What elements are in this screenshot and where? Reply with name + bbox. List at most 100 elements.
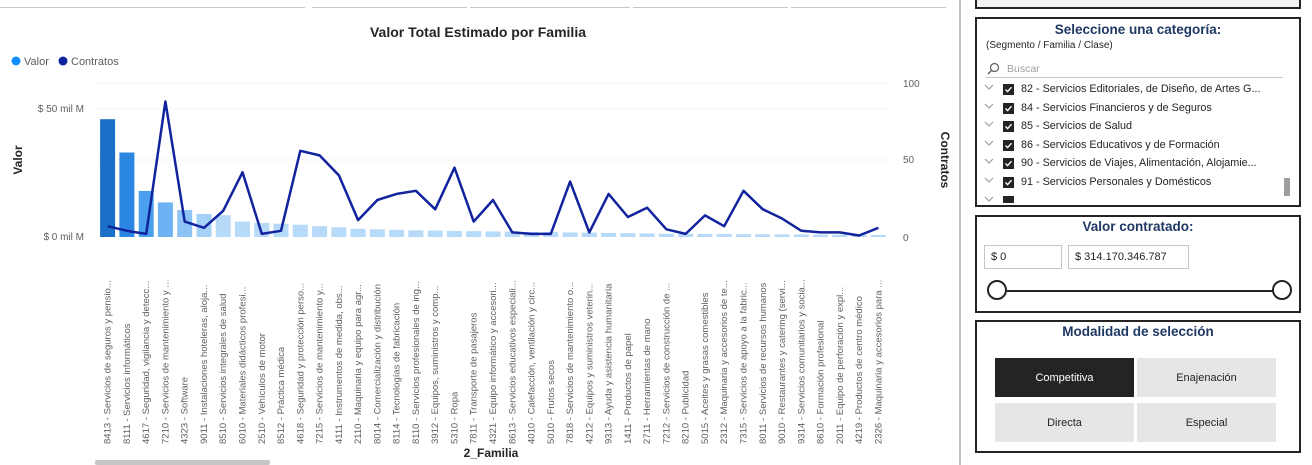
bar-valor[interactable] — [100, 119, 116, 237]
max-value-input[interactable]: $ 314.170.346.787 — [1068, 245, 1189, 269]
x-tick-label: 4617 - Seguridad, vigilancia y detecc... — [141, 281, 152, 444]
bar-valor[interactable] — [350, 228, 366, 237]
category-slicer: Seleccione una categoría: (Segmento / Fa… — [975, 17, 1301, 207]
bar-valor[interactable] — [562, 232, 578, 237]
bar-valor[interactable] — [716, 233, 732, 237]
legend-label-valor[interactable]: Valor — [24, 56, 49, 68]
bar-valor[interactable] — [427, 230, 443, 237]
x-tick-label: 8510 - Servicios integrales de salud — [218, 293, 229, 444]
bar-valor[interactable] — [446, 230, 462, 237]
bar-valor[interactable] — [235, 221, 250, 237]
bar-valor[interactable] — [369, 229, 385, 237]
chevron-down-icon[interactable] — [984, 119, 994, 129]
category-list-item[interactable]: 84 - Servicios Financieros y de Seguros — [983, 100, 1281, 118]
category-slicer-title: Seleccione una categoría: — [1054, 22, 1222, 37]
legend-label-contratos[interactable]: Contratos — [71, 56, 119, 68]
range-slider-track[interactable] — [997, 290, 1283, 292]
search-icon — [987, 62, 1000, 75]
y-tick-0: $ 0 mil M — [43, 232, 84, 243]
range-handle-min[interactable] — [987, 280, 1007, 300]
checkbox[interactable] — [1003, 139, 1014, 151]
category-list-item-cut — [983, 193, 1281, 203]
y2-tick-0: 0 — [903, 233, 909, 244]
x-tick-label: 7811 - Transporte de pasajeros — [469, 312, 480, 444]
chevron-down-icon[interactable] — [984, 101, 994, 111]
category-slicer-subtitle: (Segmento / Familia / Clase) — [986, 40, 1113, 51]
min-value-input[interactable]: $ 0 — [984, 245, 1062, 269]
x-tick-label: 9313 - Ayuda y asistencia humanitaria — [604, 283, 615, 444]
bar-valor[interactable] — [485, 231, 501, 237]
category-list-item[interactable]: 90 - Servicios de Viajes, Alimentación, … — [983, 155, 1281, 173]
bar-valor[interactable] — [697, 233, 713, 237]
bar-valor[interactable] — [215, 215, 231, 237]
bar-valor[interactable] — [639, 233, 655, 237]
bar-valor[interactable] — [813, 234, 828, 237]
x-tick-label: 4212 - Equipos y suministros veterin... — [584, 283, 595, 444]
mode-button-especial[interactable]: Especial — [1137, 403, 1276, 442]
x-tick-label: 4618 - Seguridad y protección perso... — [295, 283, 306, 444]
x-tick-label: 9011 - Instalaciones hoteleras, aloja... — [199, 285, 210, 444]
chevron-down-icon[interactable] — [984, 138, 994, 148]
bar-valor[interactable] — [408, 230, 424, 237]
bar-valor[interactable] — [292, 224, 308, 237]
x-tick-label: 7215 - Servicios de mantenimiento y... — [315, 283, 326, 444]
chevron-down-icon[interactable] — [984, 82, 994, 92]
category-item-label: 90 - Servicios de Viajes, Alimentación, … — [1021, 157, 1257, 170]
checkbox[interactable] — [1003, 158, 1014, 170]
x-tick-label: 4219 - Productos de centro médico — [854, 296, 865, 444]
checkbox[interactable] — [1003, 102, 1014, 114]
search-box[interactable]: Buscar — [986, 61, 1283, 78]
x-tick-label: 8111 - Servicios informáticos — [122, 323, 133, 444]
bar-valor[interactable] — [504, 231, 520, 237]
horizontal-scrollbar[interactable] — [95, 460, 270, 465]
list-scrollbar-thumb[interactable] — [1284, 178, 1290, 196]
range-handle-max[interactable] — [1272, 280, 1292, 300]
bar-valor[interactable] — [736, 234, 751, 237]
bar-valor[interactable] — [755, 234, 771, 237]
y-axis-title: Valor — [11, 145, 25, 175]
bar-valor[interactable] — [466, 231, 482, 237]
bar-valor[interactable] — [331, 227, 347, 237]
y2-tick-50: 50 — [903, 155, 915, 166]
bar-valor[interactable] — [832, 234, 848, 237]
mode-button-enajenacion[interactable]: Enajenación — [1137, 358, 1276, 397]
panel-divider — [959, 0, 961, 465]
bar-valor[interactable] — [157, 202, 173, 237]
bar-valor[interactable] — [312, 226, 328, 237]
x-tick-label: 2011 - Equipo de perforación y expl... — [835, 287, 846, 444]
bar-valor[interactable] — [581, 232, 597, 237]
x-tick-label: 8613 - Servicios educativos especiali... — [507, 280, 518, 444]
bar-valor[interactable] — [601, 232, 617, 237]
bar-valor[interactable] — [793, 234, 809, 237]
search-input[interactable]: Buscar — [1007, 63, 1040, 75]
x-tick-label: 3912 - Equipos, suministros y comp... — [430, 286, 441, 444]
checkbox — [1003, 195, 1014, 203]
bar-valor[interactable] — [119, 152, 135, 238]
category-list-item[interactable]: 86 - Servicios Educativos y de Formación — [983, 137, 1281, 155]
bar-valor[interactable] — [196, 214, 212, 237]
bar-valor[interactable] — [658, 233, 674, 237]
chevron-down-icon[interactable] — [984, 175, 994, 185]
bar-valor[interactable] — [620, 233, 636, 237]
bar-valor[interactable] — [870, 235, 886, 237]
category-list-item[interactable]: 85 - Servicios de Salud — [983, 118, 1281, 136]
x-tick-label: 7212 - Servicios de construcción de ... — [661, 283, 672, 444]
x-tick-label: 8413 - Servicios de seguros y pensio... — [103, 280, 114, 444]
mode-slicer: Modalidad de selección Competitiva Enaje… — [975, 320, 1301, 453]
checkbox[interactable] — [1003, 121, 1014, 133]
x-tick-label: 2711 - Herramientas de mano — [642, 319, 653, 445]
category-list-item[interactable]: 91 - Servicios Personales y Domésticos — [983, 174, 1281, 192]
bar-valor[interactable] — [177, 210, 193, 237]
x-tick-label: 6010 - Materiales didácticos profesi... — [238, 287, 249, 444]
checkbox[interactable] — [1003, 177, 1014, 188]
bar-valor[interactable] — [774, 234, 790, 237]
checkbox[interactable] — [1003, 84, 1014, 95]
mode-button-competitiva[interactable]: Competitiva — [995, 358, 1134, 397]
x-tick-label: 8014 - Comercialización y distribución — [372, 284, 383, 444]
bar-valor[interactable] — [389, 229, 405, 237]
bar-valor[interactable] — [678, 233, 694, 237]
mode-button-directa[interactable]: Directa — [995, 403, 1134, 442]
chevron-down-icon[interactable] — [984, 156, 994, 166]
line-contratos[interactable] — [107, 100, 879, 237]
category-list-item[interactable]: 82 - Servicios Editoriales, de Diseño, d… — [983, 81, 1281, 99]
